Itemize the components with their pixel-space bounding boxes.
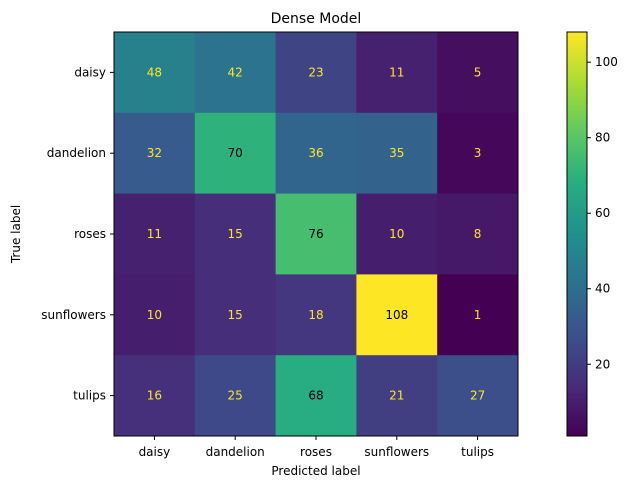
x-axis-ticks: daisy dandelion roses sunflowers tulips (139, 436, 494, 459)
colorbar-tick-label: 20 (595, 357, 610, 371)
y-axis-title: True label (9, 205, 23, 264)
heatmap-cell (275, 32, 357, 114)
cell-value-label: 32 (147, 146, 162, 160)
cell-value-label: 25 (228, 389, 243, 403)
heatmap-frame (113, 31, 519, 437)
x-tick-label: tulips (461, 445, 494, 459)
cell-value-label: 48 (147, 65, 162, 79)
heatmap-cell (356, 112, 438, 195)
cell-value-label: 42 (228, 65, 243, 79)
x-tick-label: roses (300, 445, 332, 459)
y-tick-label: sunflowers (41, 308, 106, 322)
colorbar-tick-label: 40 (595, 282, 610, 296)
y-tick-label: tulips (73, 389, 106, 403)
cell-value-label: 8 (474, 227, 482, 241)
colorbar-tick-label: 80 (595, 131, 610, 145)
colorbar-tick-label: 60 (595, 206, 610, 220)
cell-value-label: 5 (474, 65, 482, 79)
cell-value-label: 10 (147, 308, 162, 322)
heatmap-cell (275, 193, 357, 275)
colorbar-ticks: 20 40 60 80 100 (587, 55, 618, 371)
cell-value-label: 70 (228, 146, 243, 160)
cell-value-label: 11 (389, 65, 404, 79)
cell-value-label: 23 (308, 65, 323, 79)
x-tick-label: sunflowers (364, 445, 429, 459)
y-tick-label: dandelion (47, 146, 106, 160)
cell-value-label: 10 (389, 227, 404, 241)
heatmap-cell (275, 355, 357, 437)
colorbar-tick-label: 100 (595, 55, 618, 69)
cell-value-label: 16 (147, 389, 162, 403)
x-tick-label: dandelion (206, 445, 265, 459)
cell-value-label: 27 (470, 389, 485, 403)
heatmap-cell (437, 193, 519, 275)
y-axis-ticks: daisy dandelion roses sunflowers tulips (41, 65, 114, 403)
heatmap-cell (194, 355, 277, 437)
y-tick-label: daisy (74, 65, 106, 79)
heatmap-cells (114, 32, 519, 437)
heatmap-cell (194, 274, 277, 356)
cell-value-label: 35 (389, 146, 404, 160)
heatmap-cell (437, 355, 519, 437)
heatmap-cell (114, 355, 196, 437)
cell-value-label: 36 (308, 146, 323, 160)
cell-value-label: 3 (474, 146, 482, 160)
cell-value-label: 21 (389, 389, 404, 403)
y-tick-label: roses (74, 227, 106, 241)
chart-title: Dense Model (271, 11, 362, 27)
heatmap-cell-labels: 48 42 23 11 532 70 36 35 311 15 76 10 810 15 18 108 116 2… (147, 65, 485, 402)
heatmap-cell (437, 274, 519, 356)
cell-value-label: 18 (308, 308, 323, 322)
cell-value-label: 15 (228, 308, 243, 322)
heatmap-cell (356, 274, 438, 356)
heatmap-cell (114, 274, 196, 356)
heatmap-cell (275, 112, 357, 195)
cell-value-label: 1 (474, 308, 482, 322)
cell-value-label: 15 (228, 227, 243, 241)
heatmap-cell (356, 193, 438, 275)
heatmap-cell (275, 274, 357, 356)
heatmap-cell (437, 112, 519, 195)
heatmap-cell (356, 355, 438, 437)
cell-value-label: 108 (385, 308, 408, 322)
colorbar (566, 31, 588, 437)
heatmap-cell (194, 193, 277, 275)
cell-value-label: 68 (308, 389, 323, 403)
heatmap-cell (114, 32, 196, 114)
x-axis-title: Predicted label (271, 464, 360, 478)
heatmap-cell (194, 112, 277, 195)
heatmap-cell (437, 32, 519, 114)
heatmap-cell (114, 193, 196, 275)
cell-value-label: 11 (147, 227, 162, 241)
heatmap-cell (114, 112, 196, 195)
cell-value-label: 76 (308, 227, 323, 241)
x-tick-label: daisy (139, 445, 171, 459)
heatmap-cell (194, 32, 277, 114)
heatmap-cell (356, 32, 438, 114)
